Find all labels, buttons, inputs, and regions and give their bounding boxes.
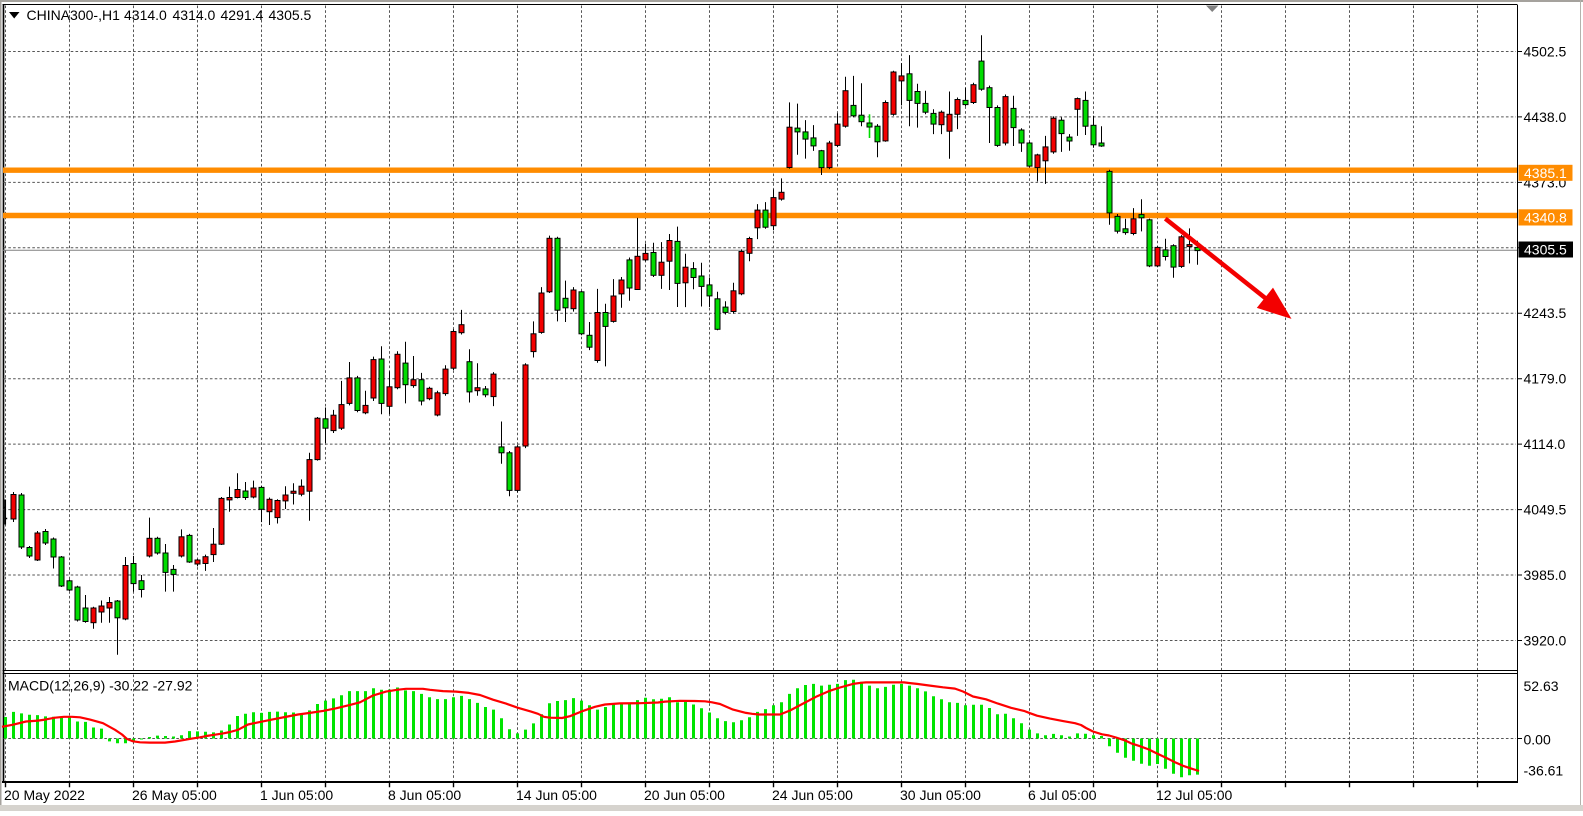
svg-text:4305.5: 4305.5 (269, 7, 312, 23)
svg-text:6 Jul 05:00: 6 Jul 05:00 (1028, 787, 1097, 803)
svg-text:14 Jun 05:00: 14 Jun 05:00 (516, 787, 597, 803)
svg-text:3985.0: 3985.0 (1524, 567, 1567, 583)
svg-text:20 Jun 05:00: 20 Jun 05:00 (644, 787, 725, 803)
svg-text:30 Jun 05:00: 30 Jun 05:00 (900, 787, 981, 803)
svg-text:MACD(12,26,9) -30.22 -27.92: MACD(12,26,9) -30.22 -27.92 (8, 678, 193, 694)
svg-text:-36.61: -36.61 (1524, 763, 1564, 779)
svg-text:1 Jun 05:00: 1 Jun 05:00 (260, 787, 333, 803)
svg-text:12 Jul 05:00: 12 Jul 05:00 (1156, 787, 1232, 803)
svg-text:52.63: 52.63 (1524, 678, 1559, 694)
svg-text:20 May 2022: 20 May 2022 (4, 787, 85, 803)
svg-text:4340.8: 4340.8 (1524, 210, 1567, 226)
svg-text:0.00: 0.00 (1524, 732, 1551, 748)
svg-text:4049.5: 4049.5 (1524, 502, 1567, 518)
svg-text:4438.0: 4438.0 (1524, 109, 1567, 125)
svg-text:4385.1: 4385.1 (1524, 165, 1567, 181)
svg-text:4243.5: 4243.5 (1524, 305, 1567, 321)
svg-text:4114.0: 4114.0 (1524, 436, 1566, 452)
svg-text:CHINA300-,H1: CHINA300-,H1 (27, 7, 121, 23)
svg-text:8 Jun 05:00: 8 Jun 05:00 (388, 787, 461, 803)
svg-text:4314.0: 4314.0 (124, 7, 167, 23)
svg-text:4502.5: 4502.5 (1524, 44, 1567, 60)
svg-text:26 May 05:00: 26 May 05:00 (132, 787, 217, 803)
svg-text:4179.0: 4179.0 (1524, 371, 1567, 387)
svg-text:4291.4: 4291.4 (221, 7, 264, 23)
svg-text:3920.0: 3920.0 (1524, 633, 1567, 649)
svg-text:4305.5: 4305.5 (1524, 242, 1567, 258)
svg-text:4314.0: 4314.0 (173, 7, 216, 23)
svg-text:24 Jun 05:00: 24 Jun 05:00 (772, 787, 853, 803)
